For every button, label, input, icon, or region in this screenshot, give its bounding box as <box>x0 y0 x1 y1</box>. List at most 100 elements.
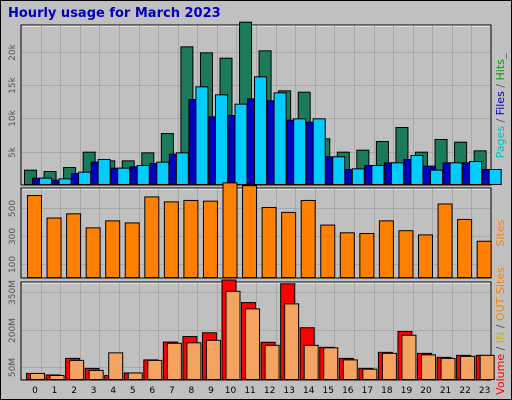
hour-label: 21 <box>440 386 451 396</box>
panel-0-series-2-bar <box>390 162 404 185</box>
hour-label: 7 <box>169 386 175 396</box>
series-label-part: Pages <box>494 126 507 159</box>
panel-2-series-1-bar <box>440 357 456 380</box>
hour-label: 20 <box>420 386 432 396</box>
panel-2-series-1-bar <box>381 352 397 381</box>
panel-0-series-2-bar <box>410 155 424 185</box>
panel-0-series-2-bar <box>175 152 189 185</box>
panel-0-ytick-label: 15k <box>8 76 18 93</box>
series-label-part: Hits <box>494 59 507 81</box>
panel-2-series-1-bar <box>186 342 202 380</box>
panel-2-series-1-bar <box>205 339 221 380</box>
panel-1-series-0-bar <box>46 217 62 278</box>
series-label-part: / <box>494 80 507 91</box>
panel-2-series-1-bar <box>323 347 339 381</box>
panel-0-series-2-bar <box>39 177 52 186</box>
panel-2-series-1-bar <box>225 290 241 380</box>
panel-0-series-2-bar <box>449 162 463 185</box>
panel-1-series-0-bar <box>261 206 277 278</box>
panel-1-series-0-bar <box>27 195 42 278</box>
hour-label: 12 <box>264 386 275 396</box>
series-label-part: _ <box>494 53 507 60</box>
panel-2-series-1-bar <box>88 369 104 381</box>
hour-label: 16 <box>342 386 354 396</box>
panel-0-series-2-bar <box>78 171 92 186</box>
panel-2-series-1-bar <box>401 334 417 380</box>
panel-0-series-label: Pages / Files / Hits_ <box>494 53 507 158</box>
hour-label: 22 <box>459 386 470 396</box>
panel-0-series-2-bar <box>136 165 150 185</box>
hour-label: 10 <box>225 386 237 396</box>
series-label-part: Sites <box>494 219 507 246</box>
panel-1-series-0-bar <box>398 230 414 278</box>
panel-0-series-2-bar <box>293 118 307 185</box>
panel-0-series-2-bar <box>469 161 483 185</box>
hour-label: 9 <box>208 386 214 396</box>
panel-1-series-0-bar <box>183 199 199 278</box>
panel-2-series-1-bar <box>284 303 300 381</box>
hour-label: 8 <box>189 386 195 396</box>
panel-0-series-2-bar <box>254 76 268 185</box>
panel-1-series-0-bar <box>242 185 258 278</box>
series-label-part: Volume <box>494 354 507 395</box>
panel-0-series-2-bar <box>97 159 111 185</box>
panel-2-series-1-bar <box>460 355 476 380</box>
panel-2-series-1-bar <box>69 359 85 380</box>
panel-1-ytick-label: 500 <box>8 200 18 217</box>
hour-label: 15 <box>323 386 334 396</box>
panel-2-series-1-bar <box>147 359 163 380</box>
panel-1-series-label: Sites <box>494 219 507 246</box>
hour-label: 19 <box>401 386 413 396</box>
series-label-part: / <box>494 321 507 332</box>
panel-0-series-2-bar <box>488 169 502 185</box>
hour-label: 0 <box>32 386 38 396</box>
chart-title: Hourly usage for March 2023 <box>8 6 221 21</box>
hour-label: 1 <box>52 386 58 396</box>
hour-label: 18 <box>381 386 393 396</box>
series-label-part: Sites <box>494 267 507 294</box>
panel-1-series-0-bar <box>222 182 238 278</box>
panel-0-ytick-label: 10k <box>8 109 18 126</box>
panel-2-series-1-bar <box>303 344 319 381</box>
hour-label: 4 <box>110 386 116 396</box>
hour-label: 23 <box>479 386 490 396</box>
panel-1-series-0-bar <box>144 196 160 278</box>
panel-1-series-0-bar <box>163 201 179 278</box>
panel-2-series-1-bar <box>479 354 495 380</box>
hour-label: 14 <box>303 386 315 396</box>
panel-2-ytick-label: 50M <box>8 358 18 377</box>
panel-0-series-2-bar <box>371 165 385 185</box>
panel-1-series-0-bar <box>202 200 218 278</box>
panel-1-series-0-bar <box>300 199 316 278</box>
panel-1-series-0-bar <box>378 220 394 278</box>
panel-0-series-2-bar <box>312 118 326 185</box>
panel-1-series-0-bar <box>437 203 453 278</box>
panel-2-series-label: Volume / IN / OUT Sites <box>494 267 507 395</box>
hour-label: 11 <box>244 386 255 396</box>
series-label-part: OUT <box>494 297 507 321</box>
hour-label: 6 <box>149 386 155 396</box>
panel-2-ytick-label: 350M <box>8 280 18 305</box>
series-label-part: / <box>494 343 507 354</box>
hour-label: 2 <box>71 386 77 396</box>
panel-2-series-1-bar <box>342 359 358 380</box>
panel-2-series-1-bar <box>108 352 124 381</box>
panel-1-series-0-bar <box>320 224 336 278</box>
hour-label: 3 <box>91 386 97 396</box>
hour-label: 17 <box>362 386 373 396</box>
panel-1-series-0-bar <box>85 227 101 278</box>
panel-0-series-2-bar <box>156 161 170 186</box>
panel-0-ytick-label: 20k <box>8 43 18 60</box>
panel-0-series-2-bar <box>430 169 443 186</box>
series-label-part: / <box>494 115 507 126</box>
panel-0-ytick-label: 5k <box>8 146 18 158</box>
panel-0-series-2-bar <box>273 92 287 185</box>
panel-0-series-2-bar <box>117 167 131 186</box>
panel-2-series-1-bar <box>421 354 436 381</box>
panel-2-ytick-label: 200M <box>8 318 18 343</box>
panel-0-series-2-bar <box>351 168 365 185</box>
panel-1-series-0-bar <box>457 218 473 278</box>
panel-1-series-0-bar <box>339 232 355 278</box>
